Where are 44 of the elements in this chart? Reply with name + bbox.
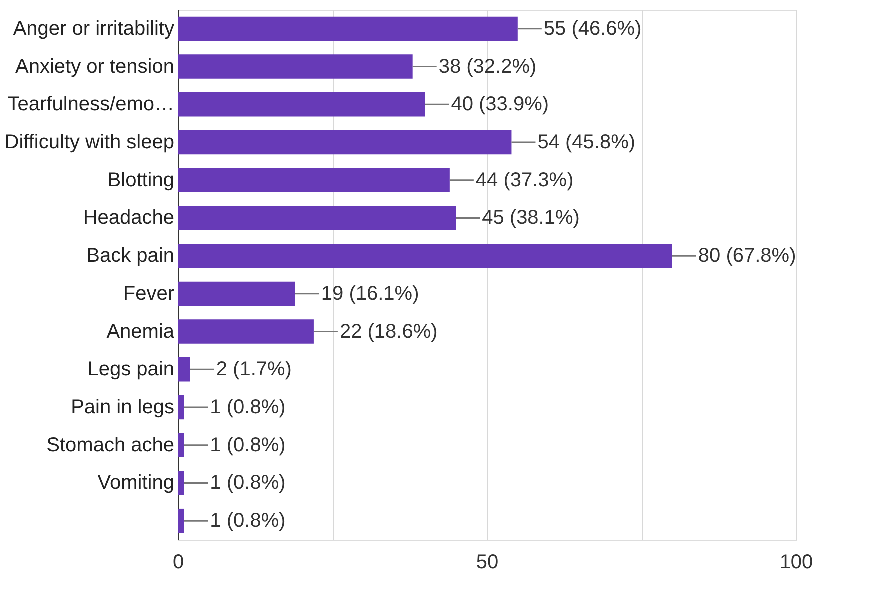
bar: [178, 508, 184, 534]
data-label: 55 (46.6%): [544, 18, 642, 40]
y-tick-label: Fever: [123, 282, 175, 305]
data-label: 1 (0.8%): [210, 472, 286, 494]
y-tick-label: Back pain: [86, 245, 174, 268]
data-label: 1 (0.8%): [210, 510, 286, 532]
bar: [178, 282, 296, 306]
data-label: 80 (67.8%): [698, 245, 796, 268]
data-label: 38 (32.2%): [438, 56, 537, 78]
data-label: 40 (33.9%): [451, 94, 550, 116]
bar: [178, 320, 314, 344]
bar: [178, 130, 512, 155]
data-label: 54 (45.8%): [538, 132, 636, 154]
bar: [178, 433, 184, 458]
bar: [178, 16, 518, 42]
y-tick-label: Vomiting: [98, 472, 174, 494]
bar: [178, 358, 190, 382]
data-label: 45 (38.1%): [482, 207, 580, 230]
y-tick-label: Anemia: [106, 320, 176, 343]
x-tick-label: 100: [780, 552, 814, 574]
bar: [178, 395, 184, 420]
bar: [178, 168, 450, 192]
data-label: 1 (0.8%): [210, 396, 286, 418]
y-tick-label: Headache: [83, 207, 174, 230]
data-label: 1 (0.8%): [210, 434, 286, 456]
data-label: 2 (1.7%): [216, 358, 292, 381]
y-tick-label: Legs pain: [88, 358, 174, 381]
y-tick-label: Stomach ache: [46, 434, 174, 456]
y-tick-label: Difficulty with sleep: [4, 132, 174, 154]
bar: [178, 244, 672, 268]
x-tick-label: 0: [172, 552, 184, 574]
x-tick-label: 50: [476, 552, 499, 574]
data-label: 19 (16.1%): [321, 282, 420, 305]
y-tick-label: Pain in legs: [71, 396, 174, 418]
bar: [178, 92, 426, 117]
y-tick-label: Anger or irritability: [13, 18, 174, 40]
data-label: 44 (37.3%): [476, 169, 574, 192]
bar: [178, 471, 184, 496]
y-tick-label: Tearfulness/emo…: [8, 94, 174, 116]
y-tick-label: Blotting: [108, 169, 174, 192]
bar: [178, 54, 413, 79]
data-label: 22 (18.6%): [340, 320, 438, 343]
y-tick-label: Anxiety or tension: [16, 56, 174, 78]
bar: [178, 206, 456, 230]
